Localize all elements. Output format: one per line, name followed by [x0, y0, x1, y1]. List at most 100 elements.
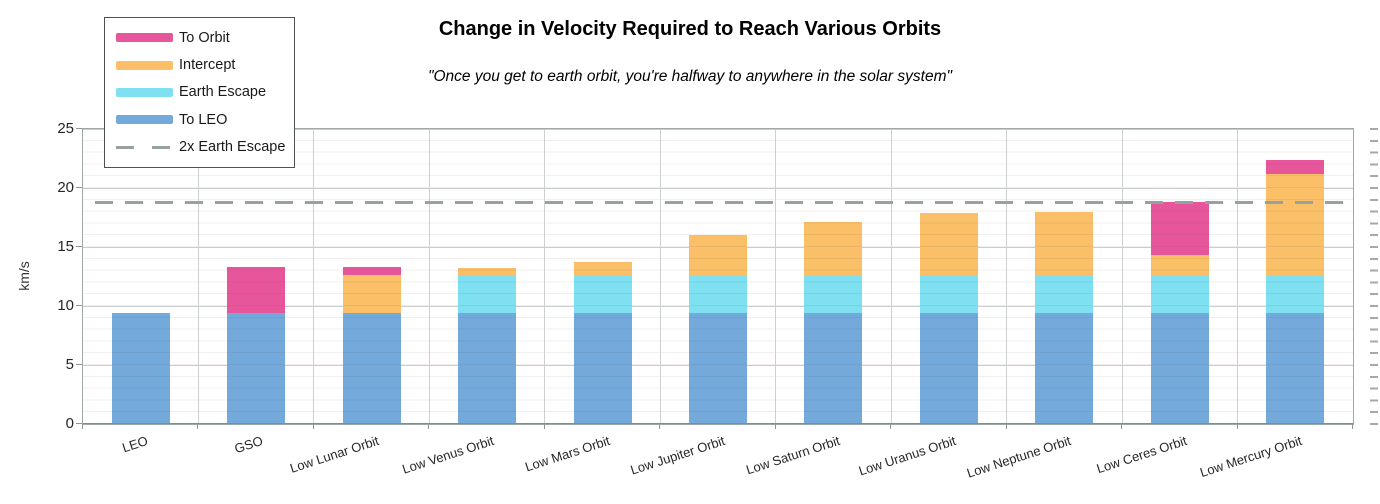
bar-minor-grid-overlay — [1266, 159, 1325, 424]
legend-label: To LEO — [179, 111, 228, 128]
bar-low-ceres-orbit-earth-escape — [1150, 275, 1209, 314]
gridline-major — [83, 128, 1353, 130]
gridline-vertical — [659, 129, 661, 424]
bar-low-mars-orbit-earth-escape — [573, 275, 632, 314]
bar-low-mercury-orbit-to-orbit — [1266, 159, 1325, 174]
x-category-label: Low Jupiter Orbit — [628, 433, 727, 478]
bar-low-venus-orbit-earth-escape — [458, 275, 517, 314]
bar-minor-grid-overlay — [342, 267, 401, 424]
x-axis-tick — [543, 424, 545, 429]
y-tick-label: 10 — [57, 297, 74, 314]
gridline-vertical — [890, 129, 892, 424]
y-axis-unit-label: km/s — [16, 261, 32, 291]
bar-minor-grid-overlay — [573, 262, 632, 424]
bar-minor-grid-overlay — [111, 313, 170, 424]
x-axis-tick — [312, 424, 314, 429]
bar-low-lunar-orbit-intercept — [342, 275, 401, 314]
legend-item-earth-escape: Earth Escape — [116, 84, 294, 100]
bar-low-ceres-orbit-intercept — [1150, 255, 1209, 276]
x-category-label: Low Neptune Orbit — [965, 433, 1073, 481]
x-axis-tick — [659, 424, 661, 429]
bar-minor-grid-overlay — [1035, 211, 1094, 424]
x-category-label: Low Saturn Orbit — [744, 433, 843, 478]
y-tick-label: 20 — [57, 179, 74, 196]
x-category-label: GSO — [232, 433, 265, 457]
bar-minor-grid-overlay — [804, 222, 863, 424]
x-axis-tick — [1121, 424, 1123, 429]
x-category-label: Low Ceres Orbit — [1094, 433, 1189, 477]
bar-low-mars-orbit-intercept — [573, 262, 632, 276]
bar-low-jupiter-orbit-earth-escape — [689, 275, 747, 314]
bar-low-jupiter-orbit-intercept — [689, 235, 747, 276]
reference-line-2x-earth-escape — [83, 200, 1353, 204]
x-axis-tick — [774, 424, 776, 429]
chart-subtitle: "Once you get to earth orbit, you're hal… — [427, 68, 952, 85]
y-axis-tick — [76, 187, 82, 188]
legend-label: To Orbit — [179, 29, 230, 46]
x-axis-tick — [1352, 424, 1353, 429]
x-category-label: Low Venus Orbit — [400, 433, 496, 477]
chart-title: Change in Velocity Required to Reach Var… — [438, 18, 942, 40]
bar-minor-grid-overlay — [458, 268, 517, 424]
to-orbit-swatch-icon — [116, 33, 173, 43]
bar-low-mercury-orbit-intercept — [1266, 173, 1325, 276]
gridline-vertical — [1121, 129, 1123, 424]
bar-gso-to-leo — [227, 313, 286, 424]
dashed-line-swatch-icon — [116, 145, 173, 149]
bar-gso-to-orbit — [227, 267, 286, 314]
x-axis-tick — [82, 424, 83, 429]
legend-item-2x-earth-escape: 2x Earth Escape — [116, 139, 294, 155]
bar-minor-grid-overlay — [919, 212, 978, 424]
x-axis-tick — [1005, 424, 1007, 429]
bar-low-venus-orbit-intercept — [458, 268, 517, 276]
gridline-vertical — [544, 129, 546, 424]
x-axis-tick — [428, 424, 430, 429]
bar-low-venus-orbit-to-leo — [458, 313, 517, 424]
gridline-vertical — [1237, 129, 1239, 424]
bar-low-ceres-orbit-to-orbit — [1150, 202, 1209, 256]
bar-low-lunar-orbit-to-leo — [342, 313, 401, 424]
y-tick-label: 25 — [57, 120, 74, 137]
bar-low-uranus-orbit-earth-escape — [919, 275, 978, 314]
y-tick-label: 15 — [57, 238, 74, 255]
earth-escape-swatch-icon — [116, 87, 173, 97]
bar-low-saturn-orbit-intercept — [804, 222, 863, 276]
legend-label: Intercept — [179, 57, 236, 74]
y-axis-tick — [76, 364, 82, 365]
legend-item-to-leo: To LEO — [116, 112, 294, 128]
bar-low-mercury-orbit-to-leo — [1266, 313, 1325, 424]
bar-low-ceres-orbit-to-leo — [1150, 313, 1209, 424]
x-axis-tick — [890, 424, 892, 429]
legend: To Orbit Intercept Earth Escape To LEO 2… — [104, 17, 295, 168]
bar-low-neptune-orbit-to-leo — [1035, 313, 1094, 424]
bar-minor-grid-overlay — [689, 235, 747, 424]
gridline-vertical — [775, 129, 777, 424]
bar-low-neptune-orbit-earth-escape — [1035, 275, 1094, 314]
bar-low-saturn-orbit-earth-escape — [804, 275, 863, 314]
plot-area — [82, 128, 1354, 425]
y-tick-label: 0 — [65, 415, 74, 432]
legend-label: 2x Earth Escape — [179, 139, 286, 156]
y-axis-tick — [76, 305, 82, 306]
x-category-label: Low Lunar Orbit — [287, 433, 381, 476]
legend-item-to-orbit: To Orbit — [116, 30, 294, 46]
x-category-label: Low Uranus Orbit — [856, 433, 958, 479]
y-axis-tick — [76, 128, 82, 129]
bar-low-jupiter-orbit-to-leo — [689, 313, 747, 424]
legend-item-intercept: Intercept — [116, 57, 294, 73]
gridline-vertical — [197, 129, 199, 424]
bar-minor-grid-overlay — [227, 267, 286, 424]
x-axis-tick — [1236, 424, 1238, 429]
x-category-label: LEO — [119, 433, 150, 456]
bar-low-uranus-orbit-intercept — [919, 212, 978, 276]
legend-label: Earth Escape — [179, 84, 267, 101]
bar-leo-to-leo — [111, 313, 170, 424]
x-category-label: Low Mercury Orbit — [1198, 433, 1304, 481]
bar-low-saturn-orbit-to-leo — [804, 313, 863, 424]
to-leo-swatch-icon — [116, 115, 173, 125]
bar-minor-grid-overlay — [1150, 202, 1209, 424]
gridline-vertical — [313, 129, 315, 424]
y-axis-tick — [76, 423, 82, 424]
x-category-label: Low Mars Orbit — [522, 433, 612, 475]
